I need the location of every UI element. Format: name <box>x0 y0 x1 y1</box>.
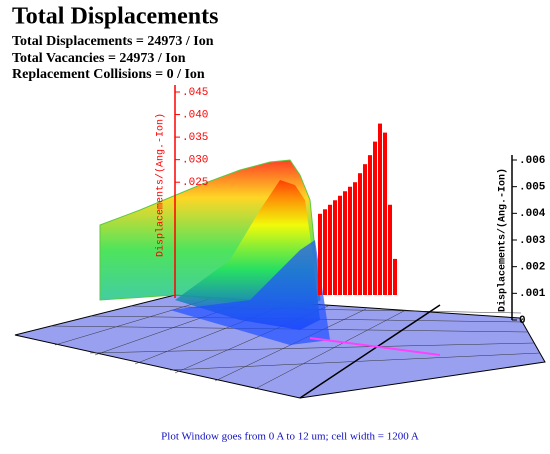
y2-tick-label: 0 <box>519 315 526 327</box>
bar <box>343 191 347 295</box>
floor <box>14 294 546 399</box>
y2-axis-label: Displacements/(Ang.-Ion) <box>497 168 509 312</box>
y-tick-label: .035 <box>182 132 208 144</box>
bar <box>353 182 357 295</box>
bar <box>388 204 392 295</box>
stat-line: Total Vacancies = 24973 / Ion <box>12 51 186 66</box>
y2-tick-label: .002 <box>519 262 545 274</box>
bar <box>348 186 352 295</box>
bar <box>358 173 362 295</box>
y2-tick-label: .006 <box>519 155 545 167</box>
footer: Plot Window goes from 0 A to 12 um; cell… <box>161 431 419 443</box>
floor-divider <box>299 304 441 399</box>
y-axis-label: Displacements/(Ang.-Ion) <box>155 113 167 257</box>
bar <box>328 204 332 295</box>
projection-line <box>309 337 441 356</box>
y2-tick-label: .005 <box>519 182 546 194</box>
bar <box>333 200 337 295</box>
bar <box>363 164 367 295</box>
y2-tick-label: .004 <box>519 208 546 220</box>
y-tick-label: .030 <box>182 155 208 167</box>
stat-line: Replacement Collisions = 0 / Ion <box>12 67 205 82</box>
y2-tick-label: .001 <box>519 288 546 300</box>
bar <box>383 132 387 295</box>
bar <box>323 209 327 295</box>
y-tick-label: .040 <box>182 109 208 121</box>
bar <box>338 195 342 295</box>
bar <box>378 123 382 295</box>
bar <box>318 213 322 295</box>
bar <box>368 155 372 295</box>
title: Total Displacements <box>12 4 218 30</box>
bar <box>373 141 377 295</box>
bar <box>393 258 397 295</box>
surface-front <box>170 240 330 345</box>
stat-line: Total Displacements = 24973 / Ion <box>12 34 214 49</box>
y-tick-label: .045 <box>182 87 208 99</box>
y2-tick-label: .003 <box>519 235 546 247</box>
y-tick-label: .025 <box>182 177 208 189</box>
